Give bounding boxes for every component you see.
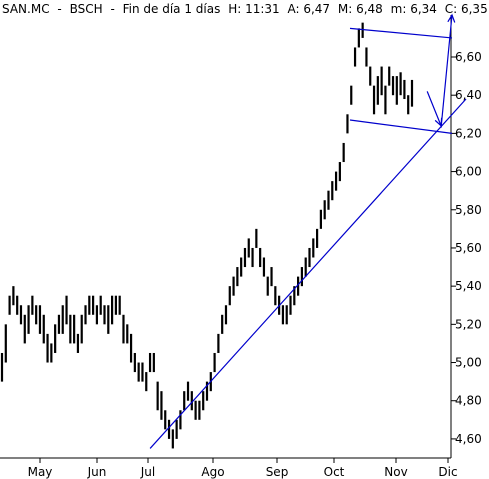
price-series [0, 22, 414, 449]
header-name: BSCH [70, 2, 103, 16]
x-axis-ticks: May Jun Jul Ago Sep Oct Nov Dic [28, 458, 458, 479]
y-tick-label: 4,80 [455, 394, 482, 408]
x-tick-label: Oct [324, 465, 345, 479]
x-tick-label: Jun [87, 465, 107, 479]
x-tick-label: Sep [266, 465, 289, 479]
projection-arrow [440, 14, 453, 128]
channel-upper [349, 27, 453, 39]
x-tick-label: Jul [140, 465, 155, 479]
header-high: H: 11:31 [228, 2, 279, 16]
x-tick-label: May [28, 465, 53, 479]
y-tick-label: 4,60 [455, 432, 482, 446]
x-tick-label: Ago [201, 465, 224, 479]
chart-annotations [149, 13, 467, 449]
header-max: M: 6,48 [338, 2, 383, 16]
svg-text:SAN.MC - BSCH: SAN.MC - BSCH - Fin de día 1 días H: 11:… [2, 2, 489, 16]
y-tick-label: 5,20 [455, 317, 482, 331]
y-axis-ticks: 6,60 6,40 6,20 6,00 5,80 5,60 5,40 5,20 5,00 4,80… [451, 50, 482, 446]
x-tick-label: Nov [384, 465, 407, 479]
y-tick-label: 6,00 [455, 165, 482, 179]
header-close: C: 6,35 [445, 2, 488, 16]
header-min: m: 6,34 [391, 2, 437, 16]
header-open: A: 6,47 [287, 2, 330, 16]
x-tick-label: Dic [438, 465, 457, 479]
header-symbol: SAN.MC [2, 2, 50, 16]
y-tick-label: 6,40 [455, 88, 482, 102]
y-tick-label: 5,80 [455, 203, 482, 217]
header-separator: - [57, 2, 61, 16]
chart-header: SAN.MC - BSCH - Fin de día 1 días H: 11:… [2, 2, 489, 16]
y-tick-label: 6,60 [455, 50, 482, 64]
channel-lower [349, 119, 453, 134]
y-tick-label: 5,00 [455, 356, 482, 370]
projection-arrow-head [447, 13, 456, 23]
header-period: Fin de día 1 días [123, 2, 221, 16]
y-tick-label: 5,60 [455, 241, 482, 255]
breakout-arrow-head [434, 117, 443, 128]
y-tick-label: 6,20 [455, 126, 482, 140]
trendline [149, 98, 467, 449]
y-tick-label: 5,40 [455, 279, 482, 293]
breakout-arrow [426, 91, 442, 126]
header-separator: - [110, 2, 114, 16]
